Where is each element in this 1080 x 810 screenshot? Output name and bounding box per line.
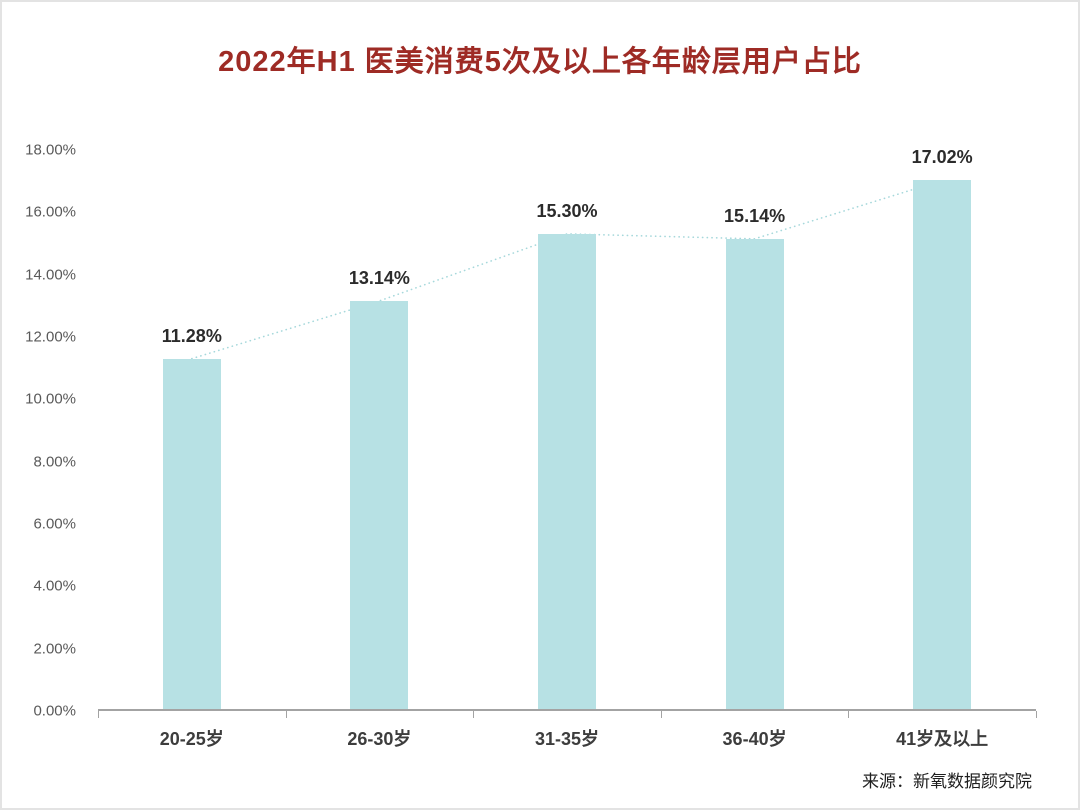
source-note: 来源：新氧数据颜究院 — [862, 772, 1032, 791]
x-axis-tick — [98, 711, 99, 718]
bar-column: 11.28% — [98, 150, 286, 709]
bar-value-label: 15.30% — [536, 200, 598, 221]
y-tick-label: 18.00% — [25, 141, 76, 159]
y-tick-label: 2.00% — [33, 640, 76, 658]
bar-value-label: 11.28% — [161, 325, 222, 346]
x-axis-label: 36-40岁 — [722, 729, 787, 749]
bar — [913, 180, 972, 709]
y-tick-label: 12.00% — [25, 328, 76, 346]
x-axis-tick — [285, 711, 287, 718]
bar-column: 17.02% — [848, 147, 1036, 709]
x-axis-tick — [660, 711, 662, 718]
bar-value-label: 15.14% — [724, 205, 786, 226]
y-tick-label: 4.00% — [33, 577, 76, 595]
bar — [537, 233, 596, 709]
bar-column: 15.14% — [661, 150, 849, 709]
y-tick-label: 6.00% — [33, 515, 76, 533]
x-axis-label: 26-30岁 — [347, 729, 412, 749]
x-axis-label: 31-35岁 — [534, 729, 599, 749]
bar-column: 15.30% — [473, 150, 661, 709]
y-tick-label: 0.00% — [33, 702, 76, 720]
bar-value-label: 13.14% — [348, 267, 410, 288]
x-axis-tick — [1036, 711, 1037, 718]
x-axis-tick — [848, 711, 850, 718]
bar-value-label: 17.02% — [911, 147, 973, 168]
x-axis: 20-25岁 26-30岁 31-35岁 36-40岁 41岁及以上 — [98, 723, 1036, 753]
bar — [162, 358, 221, 709]
x-axis-tick — [473, 711, 475, 718]
bar-column: 13.14% — [286, 150, 474, 709]
y-tick-label: 8.00% — [33, 453, 76, 471]
y-axis: 0.00% 2.00% 4.00% 6.00% 8.00% 10.00% 12.00% 14.… — [2, 142, 88, 720]
chart-title: 2022年H1 医美消费5次及以上各年龄层用户占比 — [218, 46, 862, 78]
trend-line-svg — [98, 150, 1036, 709]
y-tick-label: 10.00% — [25, 390, 76, 408]
bar — [725, 238, 784, 709]
y-tick-label: 14.00% — [25, 266, 76, 284]
x-axis-label: 41岁及以上 — [896, 729, 989, 749]
y-tick-label: 16.00% — [25, 203, 76, 221]
bar — [350, 300, 409, 709]
x-axis-label: 20-25岁 — [159, 729, 224, 749]
plot-area: 11.28% 13.14% 15.30% 15.14% 17.02% — [98, 147, 1037, 718]
